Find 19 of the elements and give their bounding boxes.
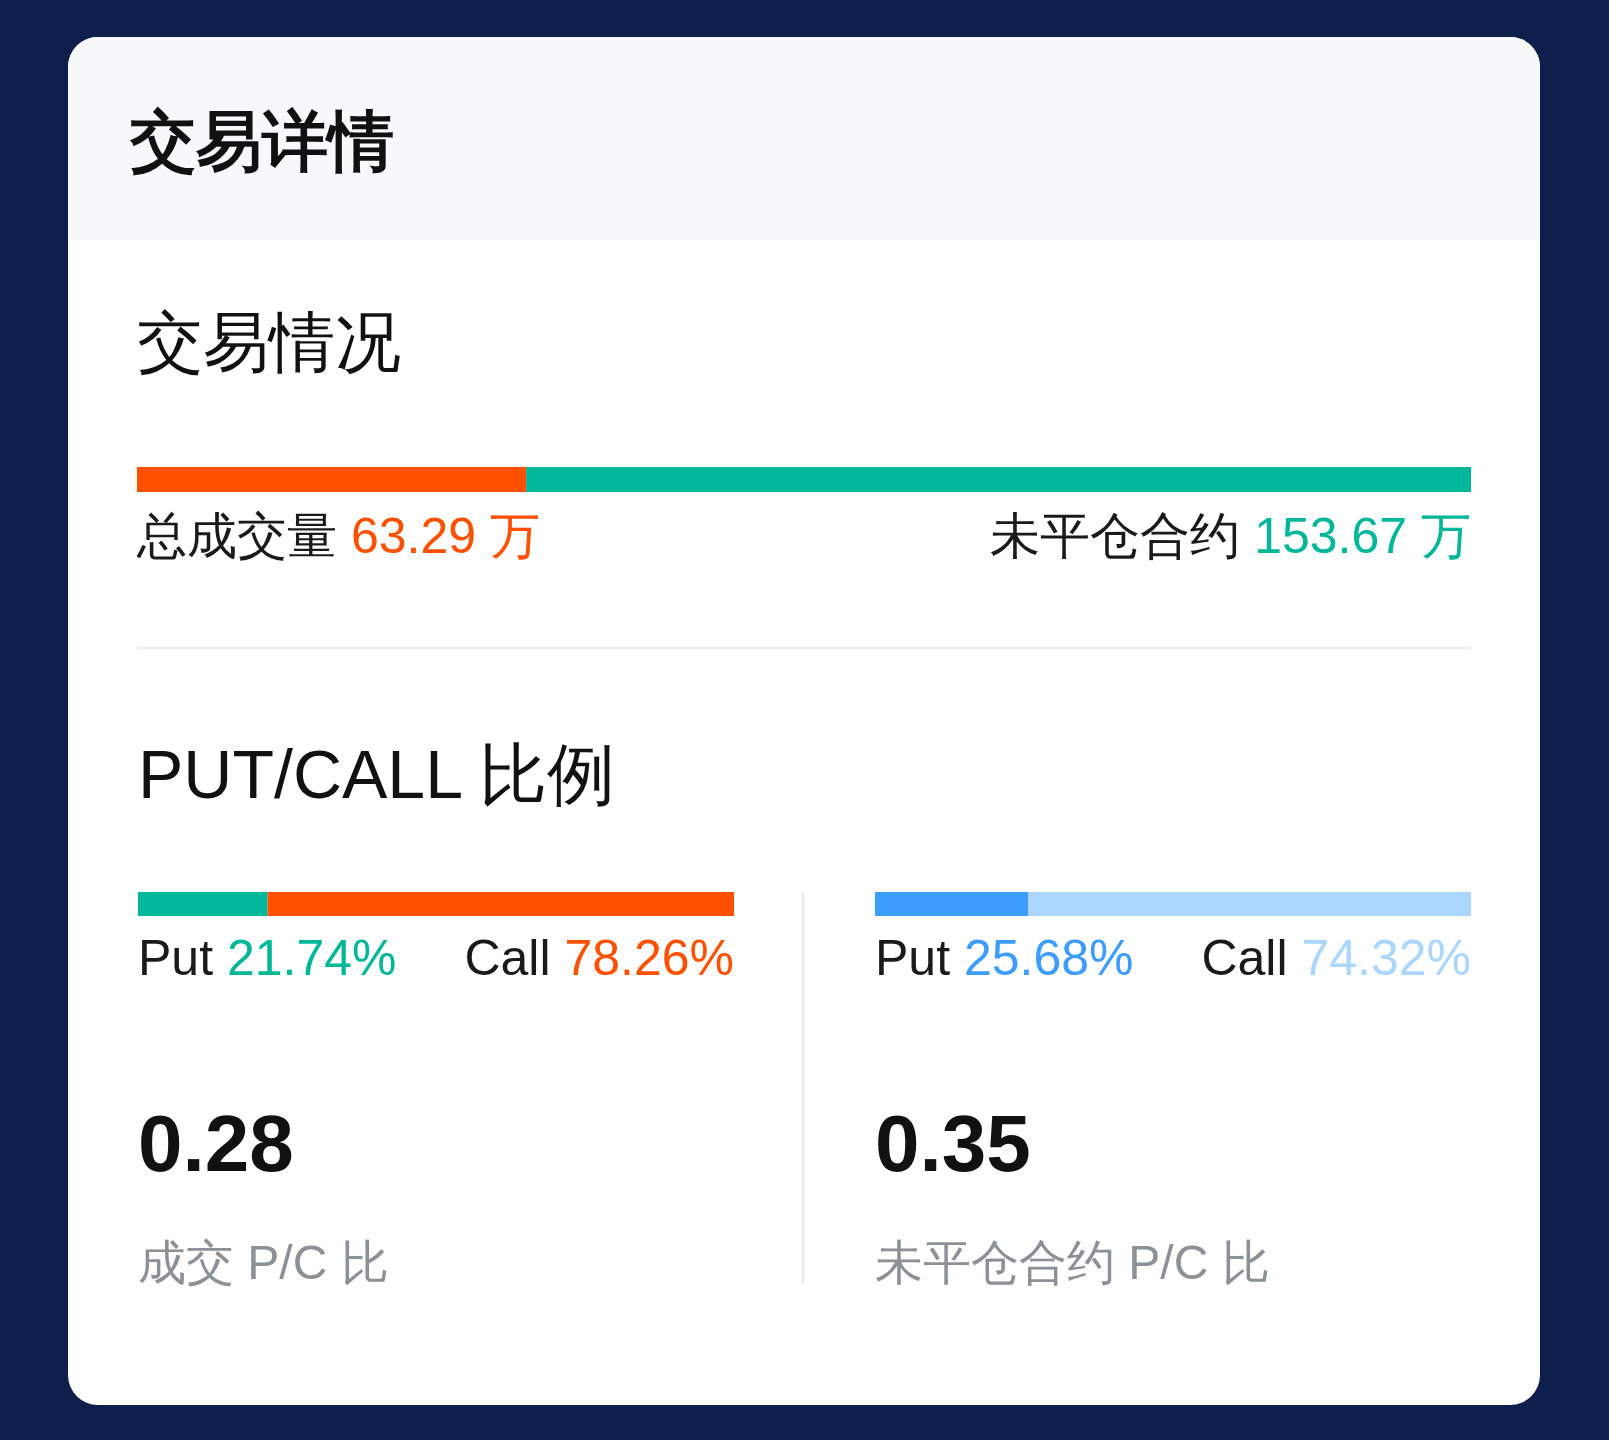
data-label: 153.67 万 [1254, 508, 1471, 564]
chart-title: PUT/CALL 比例 [138, 736, 616, 812]
text: 成交 P/C 比 [138, 1236, 389, 1289]
chart-subtitle: 交易情况 [137, 305, 401, 379]
data-label: 25.68% [963, 930, 1134, 986]
series-label: Call [464, 930, 565, 986]
series-label: Call [1201, 930, 1302, 986]
series-label: Put [875, 930, 964, 986]
series-label: Put [138, 930, 227, 986]
data-label: 74.32% [1301, 930, 1471, 986]
series-label: 总成交量 [136, 508, 351, 564]
text: 0.35 [875, 1099, 1031, 1188]
data-label: 63.29 万 [350, 508, 540, 564]
series-label: 未平仓合约 [990, 508, 1255, 564]
text: 未平仓合约 P/C 比 [875, 1236, 1270, 1289]
text: 0.28 [138, 1099, 294, 1188]
data-label: 21.74% [226, 930, 397, 986]
data-label: 78.26% [564, 930, 734, 986]
chart-title: 交易详情 [129, 104, 394, 178]
